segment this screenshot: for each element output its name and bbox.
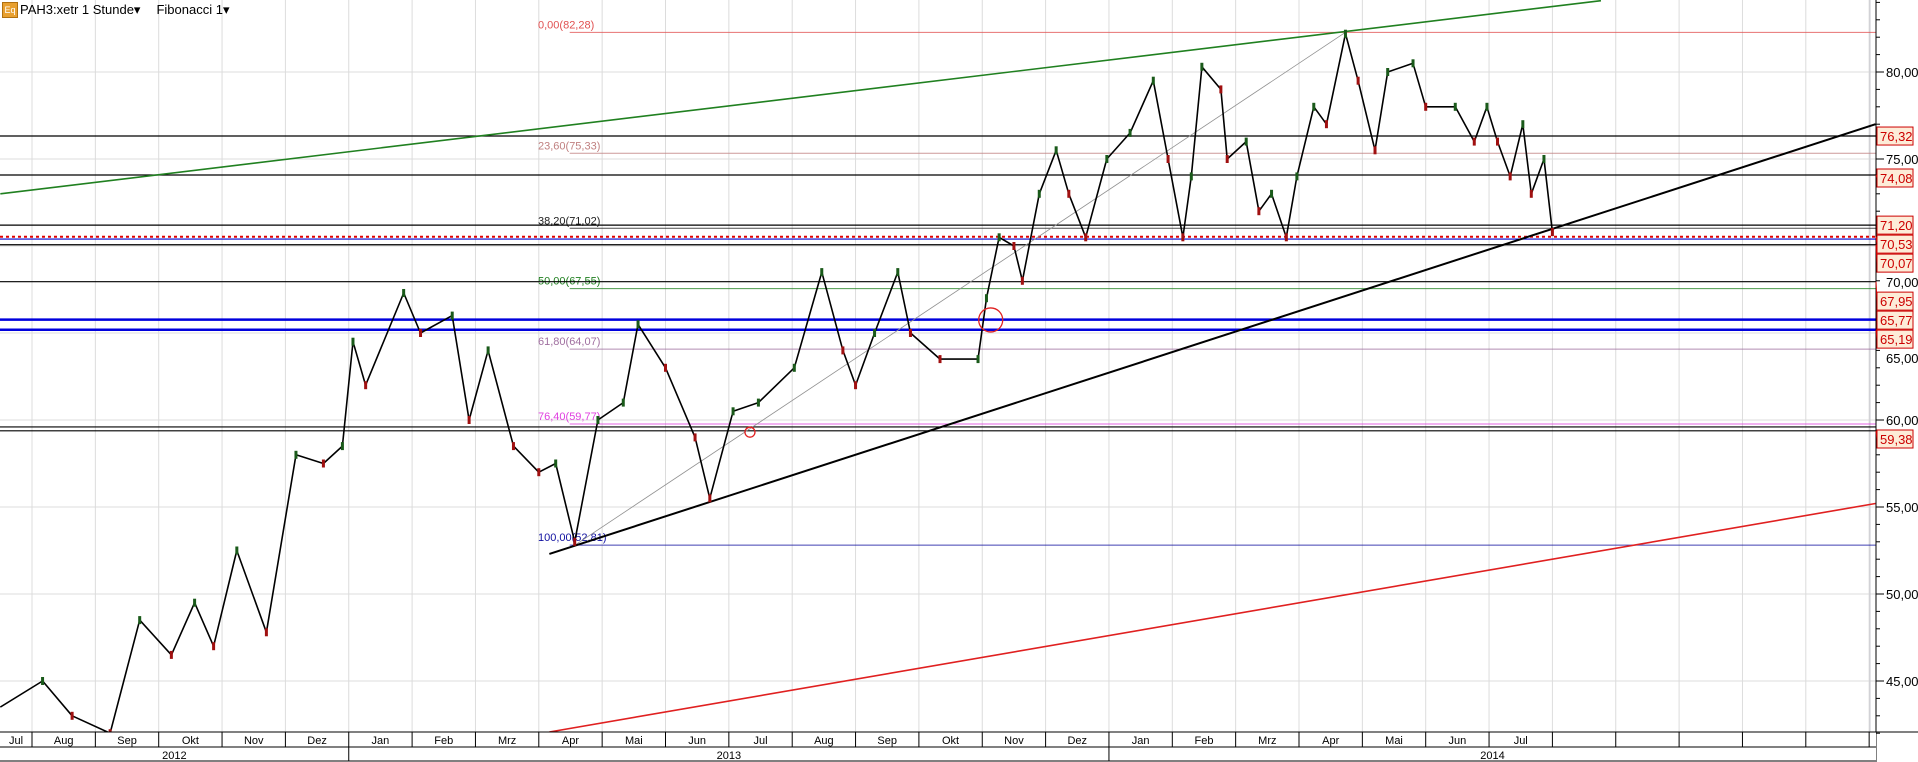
month-label: Mai: [1385, 735, 1403, 747]
fib-level-label: 23,60(75,33): [538, 140, 600, 152]
y-tick-label: 70,00: [1886, 275, 1918, 290]
month-label: Jun: [1449, 735, 1467, 747]
price-level-label: 59,38: [1880, 432, 1913, 447]
y-tick-label: 80,00: [1886, 65, 1918, 80]
price-level-label: 67,95: [1880, 294, 1913, 309]
marker-circle: [978, 307, 1004, 333]
month-label: Aug: [814, 735, 834, 747]
month-label: Feb: [1194, 735, 1213, 747]
month-label: Mrz: [1258, 735, 1276, 747]
month-label: Jul: [9, 735, 23, 747]
price-level-label-box: [1876, 168, 1914, 188]
price-level-label: 70,07: [1880, 256, 1913, 271]
price-level-label-box: [1876, 234, 1914, 254]
month-label: Jun: [688, 735, 706, 747]
y-tick-label: 60,00: [1886, 413, 1918, 428]
trendline: [549, 502, 1876, 732]
trendline: [574, 31, 1346, 546]
price-level-label-box: [1876, 126, 1914, 146]
month-label: Feb: [434, 735, 453, 747]
year-label: 2012: [162, 750, 186, 762]
price-level-label: 65,77: [1880, 313, 1913, 328]
fib-level-label: 61,80(64,07): [538, 336, 600, 348]
month-label: Mrz: [498, 735, 516, 747]
month-label: Nov: [1004, 735, 1024, 747]
month-label: Jul: [753, 735, 767, 747]
price-level-label: 76,32: [1880, 129, 1913, 144]
grid: [0, 0, 1876, 732]
price-level-label-box: [1876, 329, 1914, 349]
month-label: Dez: [1067, 735, 1087, 747]
month-label: Okt: [942, 735, 959, 747]
price-level-label: 71,20: [1880, 218, 1913, 233]
month-label: Apr: [1322, 735, 1339, 747]
month-label: Jan: [1132, 735, 1150, 747]
y-tick-label: 65,00: [1886, 351, 1918, 366]
month-label: Dez: [307, 735, 327, 747]
fib-level-label: 0,00(82,28): [538, 19, 594, 31]
month-label: Mai: [625, 735, 643, 747]
price-level-label: 70,53: [1880, 237, 1913, 252]
fib-level-label: 76,40(59,77): [538, 411, 600, 423]
plot-area: 0,00(82,28)23,60(75,33)38,20(71,02)50,00…: [0, 0, 1876, 732]
price-level-label: 74,08: [1880, 171, 1913, 186]
month-label: Aug: [54, 735, 74, 747]
month-label: Sep: [877, 735, 897, 747]
indicator-dropdown[interactable]: Fibonacci 1▾: [156, 2, 230, 17]
month-label: Apr: [562, 735, 579, 747]
fib-level-label: 38,20(71,02): [538, 215, 600, 227]
month-label: Jul: [1514, 735, 1528, 747]
price-level-label-box: [1876, 429, 1914, 449]
price-level-label-box: [1876, 291, 1914, 311]
month-label: Okt: [182, 735, 199, 747]
y-tick-label: 45,00: [1886, 674, 1918, 689]
y-tick-label: 75,00: [1886, 152, 1918, 167]
trendline: [549, 123, 1876, 555]
trendline: [0, 0, 1602, 195]
price-level-label-box: [1876, 310, 1914, 330]
marker-circle: [744, 426, 756, 438]
year-label: 2013: [717, 750, 741, 762]
month-label: Jan: [372, 735, 390, 747]
price-level-label-box: [1876, 215, 1914, 235]
year-label: 2014: [1480, 750, 1504, 762]
price-level-label: 65,19: [1880, 332, 1913, 347]
chart-header: Eq PAH3:xetr 1 Stunde▾ Fibonacci 1▾: [2, 2, 245, 18]
price-line: [0, 32, 1554, 732]
eq-icon: Eq: [2, 2, 18, 18]
month-label: Nov: [244, 735, 264, 747]
instrument-dropdown[interactable]: PAH3:xetr 1 Stunde▾: [20, 2, 141, 17]
y-tick-label: 50,00: [1886, 587, 1918, 602]
y-tick-label: 55,00: [1886, 500, 1918, 515]
month-label: Sep: [117, 735, 137, 747]
price-level-label-box: [1876, 253, 1914, 273]
